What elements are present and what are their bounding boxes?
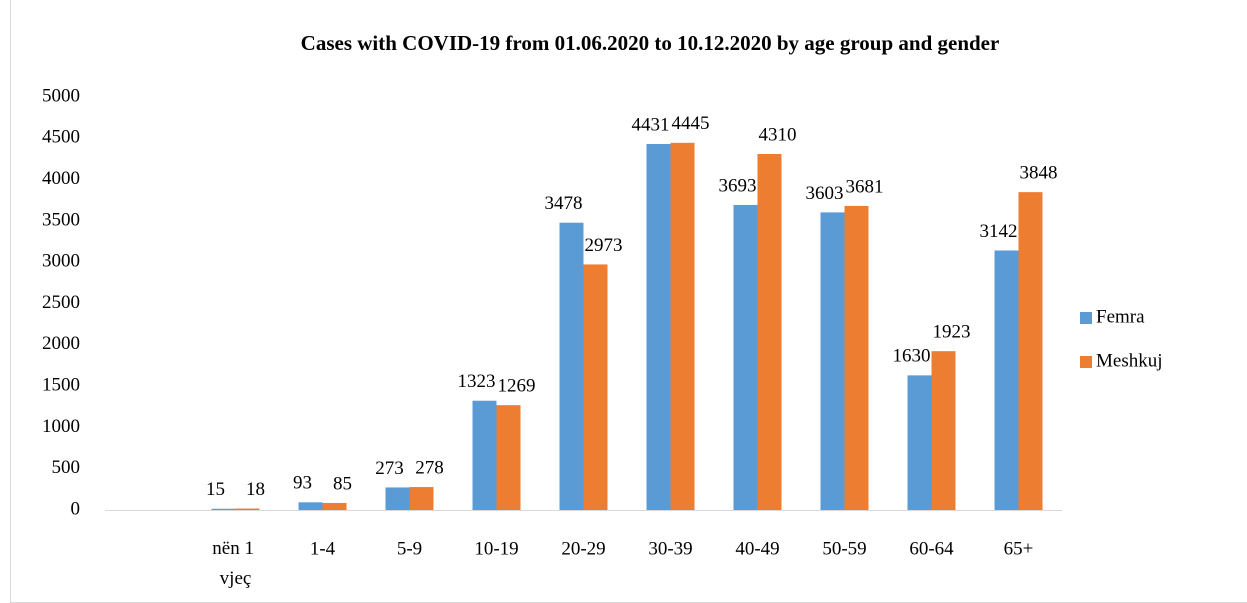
y-tick-label: 5000 <box>42 85 80 106</box>
data-label: 3848 <box>1020 163 1058 184</box>
data-label: 1630 <box>893 346 931 367</box>
legend-swatch <box>1080 312 1092 324</box>
bar <box>496 405 521 510</box>
y-tick-label: 3000 <box>42 251 80 272</box>
data-label: 1323 <box>458 371 496 392</box>
bar <box>235 508 260 510</box>
y-tick-label: 500 <box>52 457 81 478</box>
bar <box>322 502 347 510</box>
data-label: 3693 <box>719 175 757 196</box>
data-label: 3681 <box>846 176 884 197</box>
data-label: 4431 <box>632 114 670 135</box>
x-tick-label: 60-64 <box>909 538 954 559</box>
x-tick-label: 30-39 <box>648 538 692 559</box>
data-label: 18 <box>246 479 265 500</box>
data-label: 278 <box>415 457 444 478</box>
bar <box>646 143 671 511</box>
legend-label: Femra <box>1096 306 1145 327</box>
bar <box>385 487 410 510</box>
data-label: 3478 <box>545 193 583 214</box>
bar <box>583 264 608 510</box>
x-tick-label: 20-29 <box>561 538 605 559</box>
data-label: 4445 <box>672 113 710 134</box>
data-label: 4310 <box>759 124 797 145</box>
x-tick-label: 10-19 <box>474 538 518 559</box>
x-tick-label: nën 1 vjeç <box>212 538 258 589</box>
bar <box>931 351 956 510</box>
bar <box>994 250 1019 510</box>
bar <box>1018 192 1043 510</box>
bar <box>298 502 323 510</box>
y-tick-label: 3500 <box>42 209 80 230</box>
y-tick-label: 2500 <box>42 292 80 313</box>
y-tick-label: 1000 <box>42 416 80 437</box>
data-label: 3603 <box>806 183 844 204</box>
x-tick-label: 50-59 <box>822 538 866 559</box>
data-label: 3142 <box>980 221 1018 242</box>
data-label: 1923 <box>933 322 971 343</box>
y-tick-label: 4000 <box>42 168 80 189</box>
data-label: 1269 <box>498 376 536 397</box>
data-label: 273 <box>375 458 404 479</box>
y-tick-label: 4500 <box>42 127 80 148</box>
x-tick-label: 65+ <box>1004 538 1034 559</box>
bar <box>211 508 236 510</box>
y-tick-label: 0 <box>71 498 81 519</box>
bar <box>844 205 869 510</box>
bar <box>559 222 584 510</box>
data-label: 85 <box>333 473 352 494</box>
legend-swatch <box>1080 356 1092 368</box>
bar <box>733 204 758 511</box>
bar <box>820 212 845 510</box>
data-label: 93 <box>293 473 312 494</box>
bar <box>907 375 932 510</box>
x-tick-label: 1-4 <box>310 538 336 559</box>
x-tick-label: 40-49 <box>735 538 779 559</box>
y-tick-label: 2000 <box>42 333 80 354</box>
bar <box>757 153 782 510</box>
x-tick-label: 5-9 <box>397 538 422 559</box>
bar <box>670 142 695 510</box>
bar <box>472 400 497 510</box>
chart-frame <box>10 0 1247 603</box>
legend-label: Meshkuj <box>1096 350 1163 371</box>
chart-title: Cases with COVID-19 from 01.06.2020 to 1… <box>301 31 1000 55</box>
data-label: 15 <box>206 479 225 500</box>
y-tick-label: 1500 <box>42 374 80 395</box>
bar <box>409 487 434 510</box>
data-label: 2973 <box>585 235 623 256</box>
